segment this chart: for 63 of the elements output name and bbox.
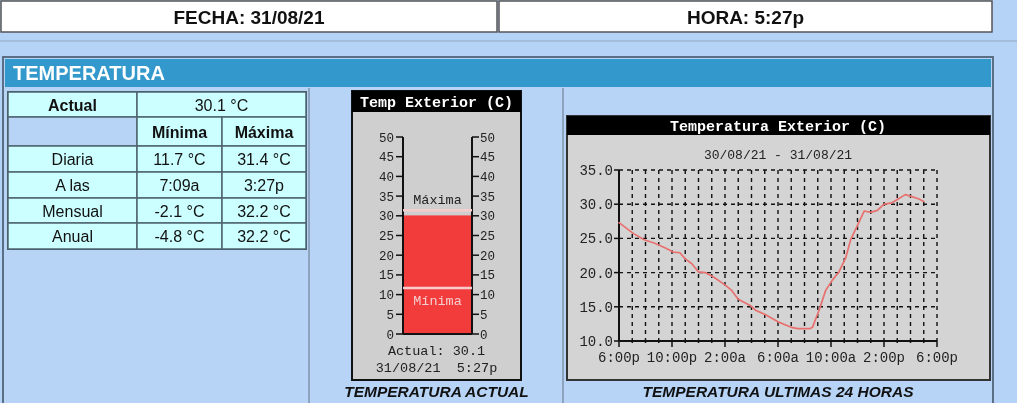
x-tick-label: 2:00a — [703, 350, 747, 366]
y2-tick-label: 45 — [480, 151, 496, 166]
text: Actual: 30.1 — [387, 344, 486, 359]
text: 11.7 °C — [153, 151, 206, 168]
text: -4.8 °C — [154, 228, 205, 245]
y-tick-label: 45 — [378, 151, 394, 166]
text: TEMPERATURA — [13, 62, 165, 84]
text: 32.2 °C — [237, 202, 291, 220]
x-tick-label: 2:00p — [862, 350, 906, 366]
chart-title: Temperatura Exterior (C) — [669, 119, 887, 136]
text: TEMPERATURA ULTIMAS 24 HORAS — [642, 383, 915, 400]
y-tick-label: 35 — [378, 190, 394, 205]
text: Actual — [48, 96, 97, 114]
text: Diaria — [51, 151, 94, 168]
y2-tick-label: 30 — [480, 210, 496, 225]
text: Máxima — [234, 123, 294, 141]
y2-tick-label: 35 — [480, 190, 496, 205]
ref-line-label: Máxima — [413, 193, 462, 209]
chart-subtitle: 30/08/21 - 31/08/21 — [703, 148, 853, 163]
y2-tick-label: 50 — [480, 131, 496, 146]
x-tick-label: 6:00a — [756, 350, 800, 366]
text: -2.1 °C — [154, 202, 205, 220]
text: FECHA: 31/08/21 — [173, 7, 325, 28]
text: TEMPERATURA ACTUAL — [344, 383, 529, 400]
x-tick-label: 10:00a — [805, 350, 857, 366]
y-tick-label: 50 — [378, 131, 394, 146]
text: 30.1 °C — [194, 96, 249, 114]
text: Mensual — [42, 202, 103, 220]
ref-line-label: Mínima — [413, 293, 462, 309]
x-tick-label: 6:00p — [597, 350, 641, 366]
y-tick-label: 30.0 — [579, 197, 613, 214]
text: 7:09a — [159, 177, 200, 194]
y2-tick-label: 0 — [480, 328, 488, 343]
y2-tick-label: 15 — [480, 269, 496, 284]
text: A las — [55, 177, 90, 194]
text: 3:27p — [243, 177, 285, 194]
y2-tick-label: 20 — [480, 249, 496, 264]
text: 31.4 °C — [237, 151, 291, 168]
y-tick-label: 35.0 — [579, 163, 613, 179]
chart-title: Temp Exterior (C) — [359, 95, 514, 112]
y2-tick-label: 25 — [480, 230, 496, 244]
y-tick-label: 0 — [386, 328, 394, 343]
y-tick-label: 10 — [378, 289, 394, 304]
text: 32.2 °C — [237, 228, 291, 245]
y-tick-label: 10.0 — [579, 334, 613, 350]
x-tick-label: 10:00p — [646, 350, 698, 366]
text: Anual — [52, 228, 93, 245]
y2-tick-label: 40 — [480, 170, 496, 185]
x-tick-label: 6:00p — [915, 350, 959, 366]
y-tick-label: 40 — [378, 170, 394, 185]
y-tick-label: 25.0 — [579, 231, 613, 248]
y-tick-label: 5 — [386, 308, 394, 323]
y2-tick-label: 10 — [480, 289, 496, 304]
text: HORA: 5:27p — [686, 7, 805, 28]
y-tick-label: 15.0 — [579, 299, 613, 316]
y-tick-label: 30 — [378, 210, 394, 225]
y-tick-label: 25 — [378, 230, 394, 244]
y2-tick-label: 5 — [480, 308, 488, 323]
y-tick-label: 20.0 — [579, 265, 613, 282]
text: Mínima — [151, 123, 208, 141]
y-tick-label: 20 — [378, 249, 394, 264]
y-tick-label: 15 — [378, 269, 394, 284]
text: 31/08/21 5:27p — [375, 361, 498, 376]
